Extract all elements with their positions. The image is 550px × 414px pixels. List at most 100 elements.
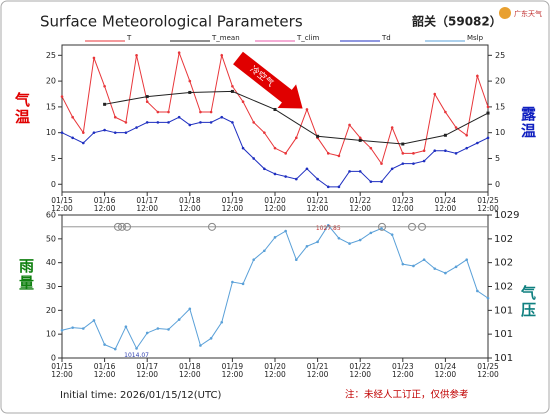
y2-tick-label: 101: [494, 305, 513, 316]
marker: [486, 136, 490, 140]
y-tick-label: 5: [495, 154, 500, 163]
marker: [305, 167, 309, 171]
marker: [412, 264, 415, 268]
logo: 广东天气: [514, 9, 542, 18]
x-tick-label: 01/15 12:00: [51, 196, 73, 213]
marker: [422, 159, 426, 163]
marker: [135, 54, 138, 57]
marker: [390, 233, 394, 236]
calm-circle: [123, 222, 131, 231]
marker: [476, 141, 479, 145]
marker: [145, 100, 149, 104]
marker: [92, 319, 96, 322]
x-tick-label: 01/22 12:00: [349, 196, 371, 213]
marker: [71, 115, 74, 119]
marker: [92, 131, 96, 134]
x-tick-label: 01/18 12:00: [178, 196, 201, 213]
marker: [326, 152, 330, 155]
y-tick-label: 0: [495, 180, 500, 189]
x-tick-label: 01/20 12:00: [264, 196, 286, 213]
y-tick-label: 40: [46, 258, 56, 267]
marker: [412, 162, 415, 165]
marker: [241, 100, 245, 104]
series-line: [104, 90, 489, 145]
marker: [135, 347, 138, 350]
marker: [167, 110, 170, 114]
side-label: 露温: [519, 106, 537, 140]
marker: [188, 90, 192, 94]
y-tick-label: 5: [51, 154, 56, 163]
y-tick-label: 0: [51, 354, 56, 363]
marker: [82, 131, 85, 134]
x-tick-label: 01/16 12:00: [93, 196, 116, 213]
y2-tick-label: 102: [494, 234, 513, 245]
initial-time: Initial time: 2026/01/15/12(UTC): [60, 390, 221, 401]
y2-tick-label: 101: [494, 329, 513, 340]
legend-label: T_clim: [296, 34, 320, 42]
y-tick-label: 25: [46, 51, 56, 60]
y-tick-label: 15: [46, 102, 56, 111]
marker: [390, 126, 394, 129]
y-tick-label: 50: [46, 234, 56, 243]
marker: [401, 262, 405, 266]
marker: [60, 131, 64, 134]
marker: [135, 126, 138, 129]
marker: [71, 136, 74, 140]
marker: [263, 167, 266, 171]
marker: [188, 123, 192, 127]
y-tick-label: 10: [495, 128, 505, 137]
extreme-label: 1014.07: [124, 352, 149, 359]
side-label: 气温: [13, 92, 31, 126]
x-tick-label: 01/25 12:00: [477, 196, 499, 213]
marker: [209, 337, 213, 340]
marker: [369, 180, 373, 183]
marker: [348, 170, 351, 173]
marker: [167, 121, 170, 124]
marker: [305, 108, 309, 111]
marker: [295, 258, 298, 261]
marker: [230, 89, 234, 93]
marker: [305, 244, 309, 248]
marker: [188, 307, 192, 311]
marker: [454, 265, 458, 269]
marker: [156, 110, 160, 114]
y-tick-label: 25: [495, 51, 505, 60]
side-label: 雨量: [17, 258, 35, 292]
marker: [92, 56, 96, 60]
y-tick-label: 10: [46, 128, 56, 137]
marker: [113, 131, 117, 134]
x-tick-label: 01/24 12:00: [434, 196, 457, 213]
marker: [465, 258, 469, 261]
marker: [103, 84, 106, 88]
marker: [60, 95, 64, 98]
y-tick-label: 30: [46, 282, 56, 291]
marker: [82, 141, 85, 145]
marker: [145, 331, 149, 335]
y-tick-label: 10: [46, 330, 56, 339]
x-tick-label: 01/17 12:00: [136, 196, 158, 213]
station: 韶关（59082）: [412, 14, 502, 29]
marker: [60, 328, 64, 332]
calm-circle: [208, 222, 216, 231]
marker: [103, 128, 106, 132]
marker: [433, 267, 437, 270]
marker: [103, 343, 106, 346]
marker: [390, 167, 394, 171]
marker: [444, 149, 447, 153]
marker: [486, 105, 490, 109]
marker: [326, 185, 330, 189]
marker: [113, 347, 117, 351]
y-tick-label: 0: [51, 180, 56, 189]
y2-tick-label: 101: [494, 353, 513, 364]
marker: [380, 162, 383, 165]
x-tick-label: 01/23 12:00: [391, 362, 414, 379]
x-tick-label: 01/15 12:00: [51, 362, 73, 379]
marker: [326, 223, 330, 227]
marker: [316, 177, 319, 181]
legend-label: Mslp: [467, 34, 484, 42]
marker: [401, 162, 405, 165]
x-tick-label: 01/25 12:00: [477, 362, 499, 379]
x-tick-label: 01/19 12:00: [221, 196, 244, 213]
